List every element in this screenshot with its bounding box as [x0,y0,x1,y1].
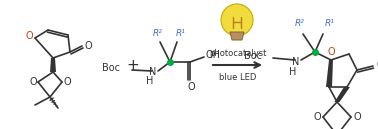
Polygon shape [326,60,333,87]
Text: R²: R² [295,19,305,29]
Polygon shape [50,58,56,72]
Text: H: H [146,76,154,86]
Text: +: + [127,58,139,72]
Text: H: H [289,67,297,77]
Text: photocatalyst: photocatalyst [209,49,266,58]
Polygon shape [335,87,350,102]
Polygon shape [230,32,244,40]
Text: R¹: R¹ [325,19,335,29]
Text: N: N [149,67,157,77]
Text: O: O [84,41,92,51]
Text: O: O [327,47,335,57]
Text: O: O [63,77,71,87]
Text: blue LED: blue LED [219,72,256,82]
Circle shape [221,4,253,36]
Text: R²: R² [153,30,163,38]
Text: O: O [29,77,37,87]
Text: O: O [187,82,195,92]
Text: OH: OH [206,50,220,60]
Text: O: O [313,112,321,122]
Text: Boc: Boc [102,63,120,73]
Text: O: O [25,31,33,41]
Text: O: O [376,60,378,70]
Text: Boc: Boc [244,51,262,61]
Text: O: O [353,112,361,122]
Text: N: N [292,57,300,67]
Text: R¹: R¹ [176,30,186,38]
